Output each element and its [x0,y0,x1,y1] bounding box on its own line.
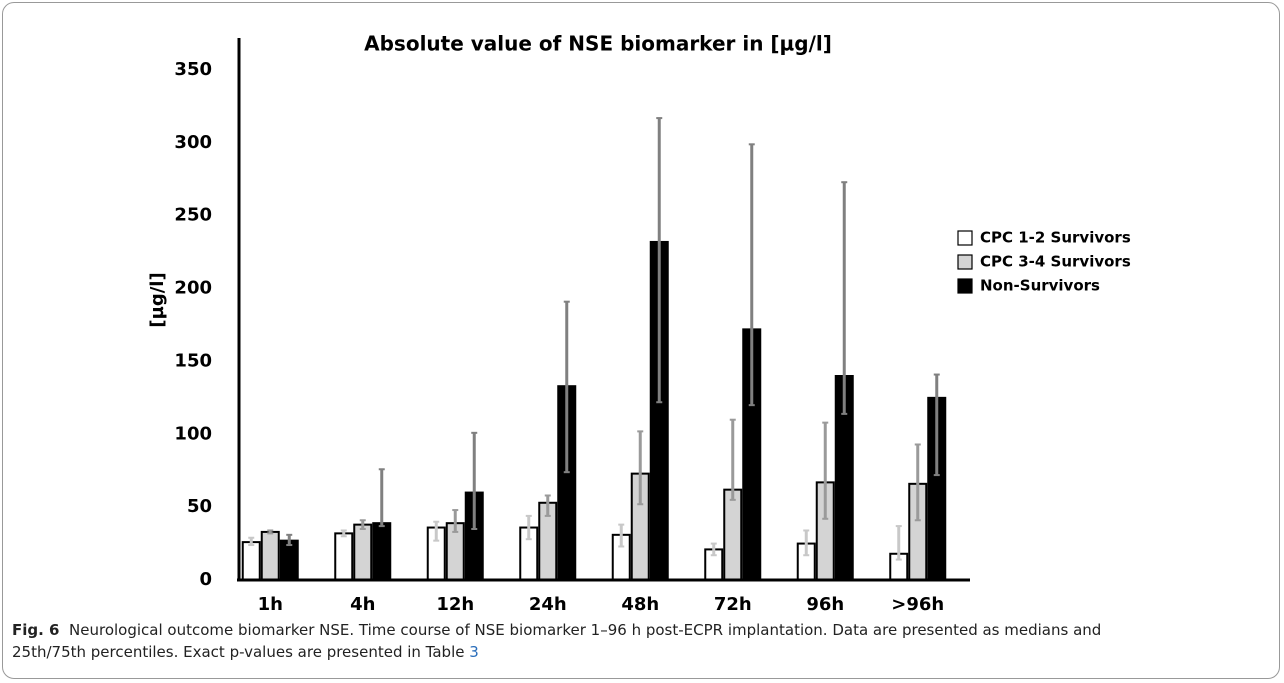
y-tick-label: 300 [174,132,212,153]
y-axis-label: [µg/l] [147,272,168,327]
caption-link[interactable]: 3 [469,643,479,661]
bar [372,522,392,582]
caption-text: Neurological outcome biomarker NSE. Time… [12,621,1102,661]
legend-label: Non-Survivors [980,277,1100,295]
x-tick-label: 24h [529,594,567,615]
y-tick-label: 100 [174,423,212,444]
bar [334,532,354,581]
x-tick-label: 12h [436,594,474,615]
y-tick-label: 0 [199,569,212,590]
caption: Fig. 6 Neurological outcome biomarker NS… [12,619,1152,663]
bar [260,530,280,582]
bar [241,541,261,581]
chart-title: Absolute value of NSE biomarker in [µg/l… [364,32,832,56]
legend-swatch [957,230,973,246]
legend-swatch [957,278,973,294]
bar [279,539,299,582]
y-tick-label: 350 [174,59,212,80]
x-tick-label: 48h [621,594,659,615]
x-tick-label: 1h [258,594,283,615]
x-tick-label: 4h [350,594,375,615]
x-tick-label: 96h [806,594,844,615]
bar [353,523,373,582]
x-tick-label: 72h [714,594,752,615]
legend-label: CPC 3-4 Survivors [980,253,1131,271]
legend-swatch [957,254,973,270]
caption-label: Fig. 6 [12,621,60,639]
y-tick-label: 150 [174,350,212,371]
y-tick-label: 200 [174,278,212,299]
legend-label: CPC 1-2 Survivors [980,229,1131,247]
bar [723,488,743,581]
x-tick-label: >96h [891,594,944,615]
y-tick-label: 250 [174,205,212,226]
y-tick-label: 50 [187,496,212,517]
